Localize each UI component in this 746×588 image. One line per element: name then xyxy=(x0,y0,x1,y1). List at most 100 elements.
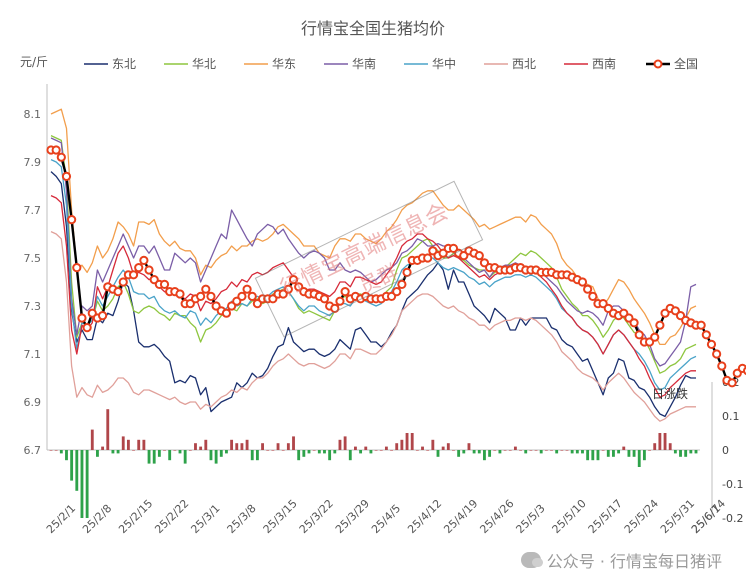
change-bar xyxy=(467,443,471,450)
series-line-西北 xyxy=(50,231,696,422)
change-bar xyxy=(323,450,326,454)
x-tick-label: 25/5/24 xyxy=(622,497,661,536)
change-bar xyxy=(673,450,677,454)
change-bar xyxy=(462,450,466,454)
national-point xyxy=(397,279,407,289)
change-bar xyxy=(163,450,166,451)
legend-label: 华东 xyxy=(272,57,296,71)
change-bar xyxy=(204,439,208,450)
change-bar xyxy=(121,436,125,450)
legend-label: 华北 xyxy=(192,57,216,71)
national-point xyxy=(175,289,185,299)
change-bar xyxy=(292,436,295,450)
national-point xyxy=(67,215,77,225)
national-point xyxy=(330,303,340,313)
change-bar xyxy=(369,450,373,454)
change-bar xyxy=(400,439,404,450)
national-point xyxy=(402,267,412,277)
x-tick-label: 25/2/8 xyxy=(80,502,114,536)
change-bar xyxy=(142,439,146,450)
x-tick-label: 25/4/19 xyxy=(441,497,480,536)
national-point xyxy=(577,277,588,287)
national-point xyxy=(696,320,706,330)
x-tick-label: 25/3/22 xyxy=(297,497,336,536)
national-point xyxy=(134,263,144,273)
change-bar xyxy=(65,450,68,461)
change-bar xyxy=(126,439,130,450)
legend-label: 西北 xyxy=(512,57,536,71)
change-bar xyxy=(307,450,311,454)
change-bar xyxy=(570,450,574,454)
change-bar xyxy=(663,433,667,450)
change-bar xyxy=(405,433,409,450)
change-bar xyxy=(214,450,218,464)
national-point xyxy=(72,263,82,273)
national-point xyxy=(237,291,247,301)
footer-text: 公众号 · 行情宝每日猪评 xyxy=(546,552,722,571)
national-point xyxy=(392,287,402,297)
change-bar xyxy=(338,439,342,450)
change-bar xyxy=(513,446,517,450)
change-bar xyxy=(230,439,234,450)
change-bar xyxy=(555,450,559,454)
x-tick-label: 25/5/3 xyxy=(513,502,547,536)
national-point xyxy=(144,265,154,275)
series-line-华南 xyxy=(50,137,697,367)
change-bar xyxy=(75,450,79,491)
national-point xyxy=(98,311,108,321)
change-bar xyxy=(333,450,337,454)
legend-label: 东北 xyxy=(112,57,136,71)
chart-legend: 东北 华北 华东 华南 华中 西北 西南 全国 xyxy=(84,56,698,71)
change-bar xyxy=(49,450,53,451)
secondary-tick-label: -0.1 xyxy=(722,478,743,491)
change-bar xyxy=(524,450,528,454)
change-bar xyxy=(565,450,569,451)
change-bar xyxy=(689,450,693,454)
change-bar xyxy=(137,439,141,450)
change-bar xyxy=(601,450,605,451)
change-bar xyxy=(544,450,548,451)
secondary-tick-label: 0.1 xyxy=(722,410,740,423)
change-bar xyxy=(188,450,192,451)
change-bar xyxy=(245,439,249,450)
change-bar xyxy=(581,450,584,454)
y-tick-label: 8.1 xyxy=(24,108,42,121)
national-point xyxy=(201,284,211,294)
change-bar xyxy=(379,450,383,451)
change-bar xyxy=(622,446,626,450)
x-tick-label: 25/3/29 xyxy=(333,497,372,536)
change-bar xyxy=(534,450,538,451)
x-tick-label: 25/5/17 xyxy=(586,497,625,536)
national-point xyxy=(588,291,598,301)
series-line-华北 xyxy=(50,135,697,374)
national-point xyxy=(283,284,293,294)
change-bar xyxy=(70,450,74,481)
change-bar xyxy=(493,450,497,451)
national-point xyxy=(56,152,66,162)
change-bar xyxy=(343,436,347,450)
change-bar xyxy=(483,450,486,461)
national-point xyxy=(118,277,128,287)
x-tick-label: 25/5/10 xyxy=(550,497,589,536)
change-bar xyxy=(591,450,595,461)
change-bar xyxy=(111,450,115,454)
national-point xyxy=(82,323,92,333)
change-bar xyxy=(297,450,301,461)
change-bar xyxy=(276,443,280,450)
national-point xyxy=(288,275,299,285)
change-bar xyxy=(157,450,161,457)
x-tick-label: 25/4/12 xyxy=(405,497,444,536)
change-bar xyxy=(384,446,388,450)
national-point xyxy=(196,291,206,301)
change-bar xyxy=(116,450,120,454)
change-bar xyxy=(209,450,213,461)
national-point xyxy=(221,308,232,318)
national-point xyxy=(206,291,216,301)
national-point xyxy=(474,251,484,261)
change-bar xyxy=(457,450,461,457)
change-bar xyxy=(560,450,564,451)
national-point xyxy=(727,378,737,388)
national-point xyxy=(701,330,711,340)
change-bar xyxy=(586,450,590,461)
